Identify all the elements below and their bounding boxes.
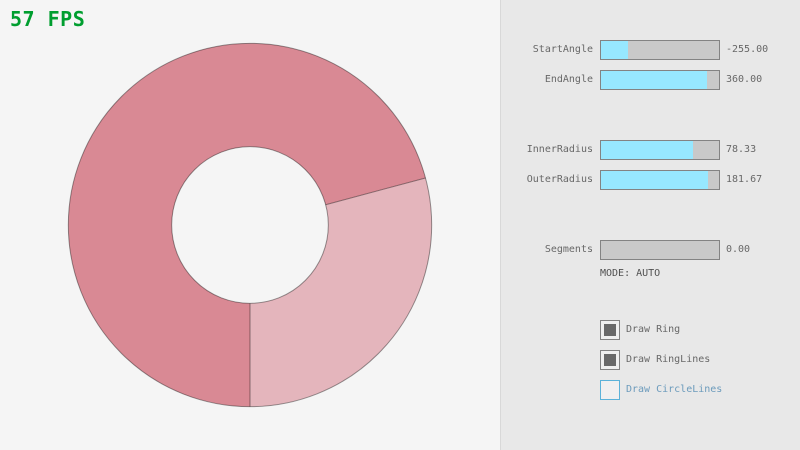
startangle-row: StartAngle -255.00 <box>501 40 800 60</box>
draw-ring-row: Draw Ring <box>600 320 800 340</box>
draw-ringlines-label: Draw RingLines <box>626 354 711 365</box>
draw-circlelines-row: Draw CircleLines <box>600 380 800 400</box>
ring-overlap-sector <box>68 43 426 407</box>
segments-label: Segments <box>544 244 593 255</box>
endangle-label: EndAngle <box>544 74 593 85</box>
segments-row: Segments 0.00 <box>501 240 800 260</box>
endangle-slider-fill <box>601 71 708 89</box>
innerradius-slider[interactable] <box>600 140 720 160</box>
draw-ring-label: Draw Ring <box>626 324 681 335</box>
startangle-label: StartAngle <box>532 44 593 55</box>
outerradius-slider-fill <box>601 171 709 189</box>
endangle-value: 360.00 <box>726 74 763 85</box>
draw-ringlines-checkbox[interactable] <box>600 350 620 370</box>
segments-slider[interactable] <box>600 240 720 260</box>
ring-outer-line <box>67 42 433 408</box>
innerradius-label: InnerRadius <box>526 144 593 155</box>
innerradius-value: 78.33 <box>726 144 757 155</box>
endangle-row: EndAngle 360.00 <box>501 70 800 90</box>
startangle-slider[interactable] <box>600 40 720 60</box>
outerradius-label: OuterRadius <box>526 174 593 185</box>
draw-ringlines-checkmark <box>604 354 616 366</box>
draw-circlelines-label: Draw CircleLines <box>626 384 723 395</box>
fps-counter: 57 FPS <box>10 7 86 31</box>
outerradius-row: OuterRadius 181.67 <box>501 170 800 190</box>
draw-ringlines-row: Draw RingLines <box>600 350 800 370</box>
ring-start-angle-line <box>325 177 426 206</box>
startangle-slider-fill <box>601 41 629 59</box>
ring-inner-line <box>171 146 329 304</box>
outerradius-value: 181.67 <box>726 174 763 185</box>
draw-ring-checkbox[interactable] <box>600 320 620 340</box>
segments-mode-label: MODE: AUTO <box>600 268 661 279</box>
endangle-slider[interactable] <box>600 70 720 90</box>
segments-value: 0.00 <box>726 244 751 255</box>
draw-ring-checkmark <box>604 324 616 336</box>
control-panel: StartAngle -255.00 EndAngle 360.00 Inner… <box>500 0 800 450</box>
startangle-value: -255.00 <box>726 44 769 55</box>
innerradius-slider-fill <box>601 141 694 159</box>
ring-single-sector <box>250 177 432 407</box>
outerradius-slider[interactable] <box>600 170 720 190</box>
draw-circlelines-checkbox[interactable] <box>600 380 620 400</box>
innerradius-row: InnerRadius 78.33 <box>501 140 800 160</box>
